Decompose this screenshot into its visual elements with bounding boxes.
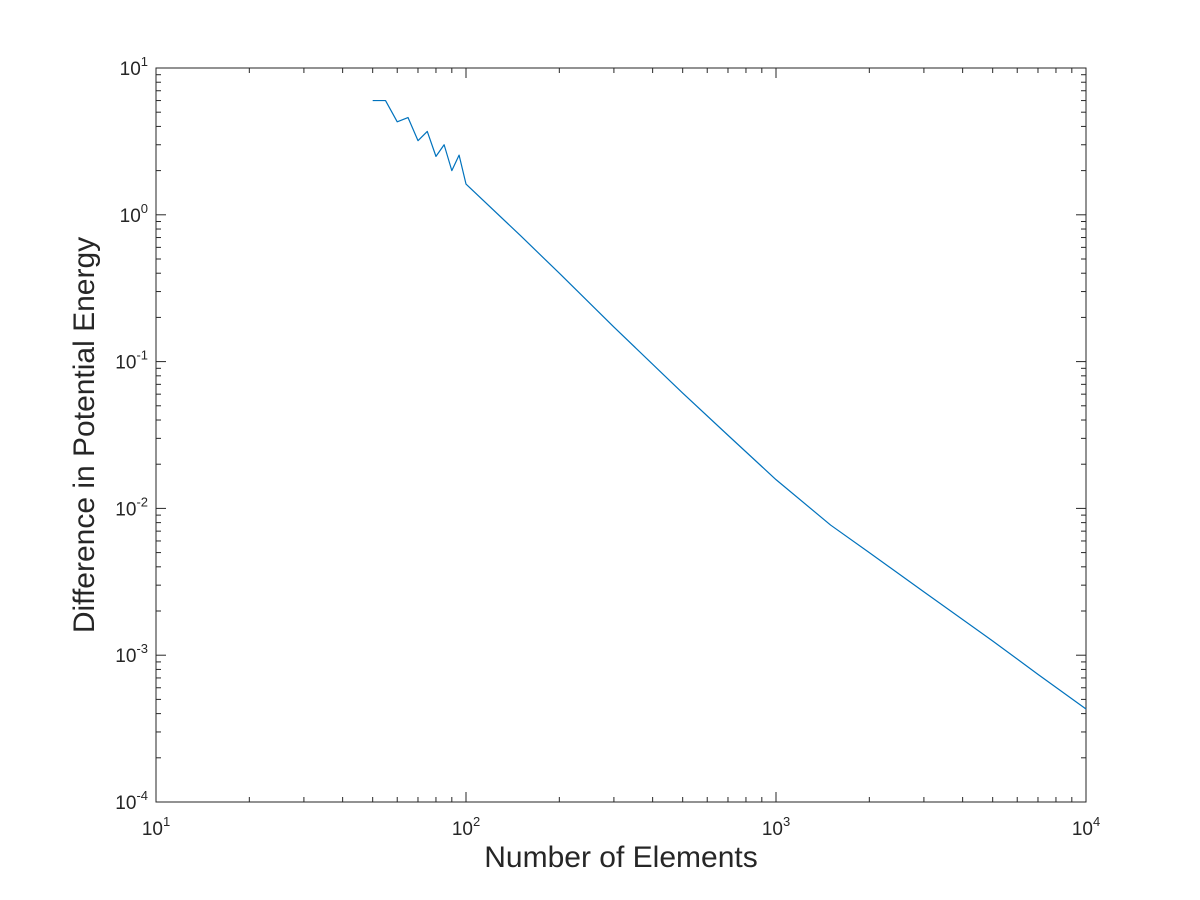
y-tick-label: 101 <box>120 54 148 80</box>
y-tick-label: 10-4 <box>115 788 148 814</box>
axes-box <box>155 67 1087 803</box>
x-tick-label: 103 <box>762 814 790 840</box>
x-axis-title: Number of Elements <box>484 841 757 874</box>
y-tick-label: 10-2 <box>115 494 148 520</box>
y-tick-label: 10-3 <box>115 641 148 667</box>
x-tick-label: 104 <box>1072 814 1100 840</box>
series-layer <box>372 99 1087 710</box>
y-tick-label: 100 <box>120 201 148 227</box>
y-axis-title: Difference in Potential Energy <box>68 237 101 633</box>
series-line <box>372 99 1087 710</box>
y-tick-labels: 10-4 10-3 10-2 10-1 100 101 <box>115 54 148 814</box>
minor-ticks <box>156 68 1086 802</box>
y-tick-label: 10-1 <box>115 348 148 374</box>
x-tick-label: 101 <box>142 814 170 840</box>
x-tick-label: 102 <box>452 814 480 840</box>
plot-area: 101 102 103 104 10-4 10-3 10-2 10-1 100 101 <box>115 54 1100 840</box>
x-tick-labels: 101 102 103 104 <box>142 814 1100 840</box>
major-ticks <box>155 67 1087 803</box>
